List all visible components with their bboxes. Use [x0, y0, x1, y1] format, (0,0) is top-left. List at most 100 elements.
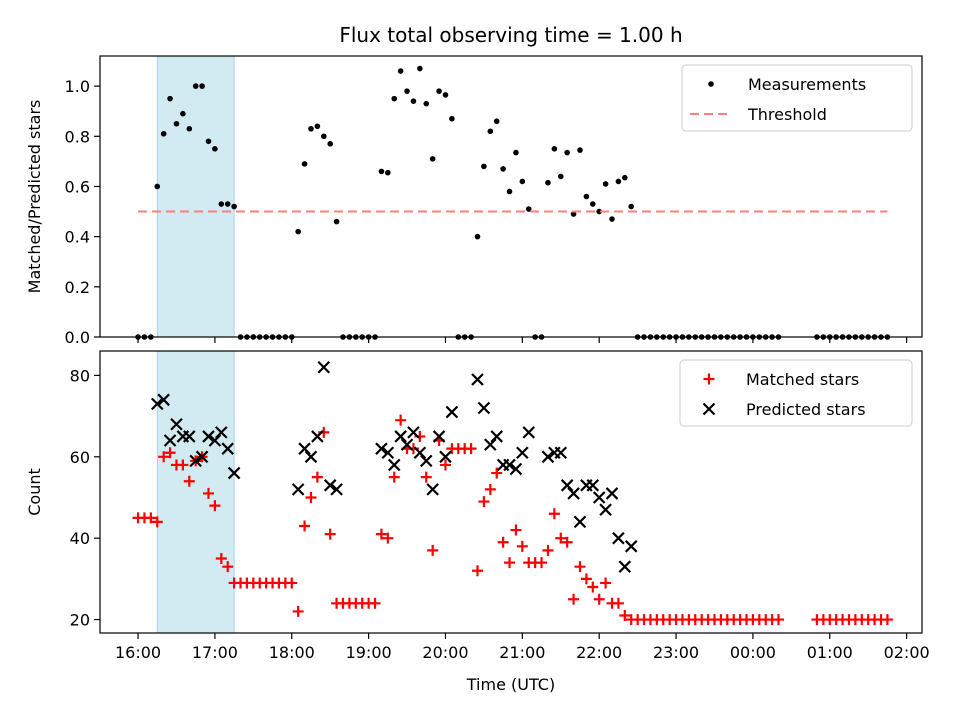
count-point — [324, 528, 336, 540]
count-point — [567, 487, 580, 500]
count-point — [298, 442, 311, 455]
ratio-ylabel: Matched/Predicted stars — [25, 100, 44, 294]
count-point — [555, 532, 567, 544]
ratio-ytick-label: 0.8 — [65, 127, 90, 146]
count-panel: 20 40 60 80 16:00 17:00 18:00 19:00 20:00 21:00 22… — [25, 350, 930, 694]
count-point — [215, 553, 227, 565]
chart-title: Flux total observing time = 1.00 h — [339, 23, 682, 47]
ratio-point — [493, 118, 500, 125]
count-point — [330, 483, 343, 496]
count-point — [445, 405, 459, 419]
ratio-point — [513, 149, 519, 156]
count-point — [311, 430, 324, 443]
count-point — [286, 577, 298, 589]
count-point — [387, 458, 401, 472]
ratio-point — [186, 125, 193, 132]
count-point — [317, 360, 331, 374]
ratio-point — [199, 83, 205, 89]
ratio-shaded-interval — [156, 55, 235, 338]
ratio-point — [609, 216, 615, 222]
count-point — [568, 593, 580, 605]
count-point — [381, 446, 395, 460]
count-point — [548, 508, 560, 520]
ratio-point — [449, 115, 455, 122]
count-point — [305, 491, 317, 503]
ratio-point — [385, 169, 391, 176]
count-point — [592, 491, 606, 504]
count-point — [600, 577, 612, 589]
ratio-point — [154, 183, 161, 190]
count-legend-swatch — [703, 373, 715, 385]
count-point — [419, 454, 433, 468]
count-point — [484, 438, 497, 451]
count-point — [145, 512, 157, 524]
ratio-point — [327, 141, 333, 147]
ratio-point — [423, 100, 430, 107]
ratio-point — [205, 138, 212, 145]
count-point — [163, 434, 177, 447]
count-point — [503, 458, 516, 472]
count-ytick-label: 40 — [70, 529, 90, 548]
count-point — [311, 471, 323, 483]
ratio-point — [378, 168, 385, 175]
count-xtick-label: 21:00 — [499, 643, 545, 662]
count-point — [195, 450, 209, 464]
count-point — [439, 459, 451, 471]
count-xtick-label: 22:00 — [576, 643, 622, 662]
count-point — [323, 479, 337, 492]
count-point — [292, 605, 304, 617]
ratio-point — [397, 68, 404, 74]
ratio-panel: 0.0 0.2 0.4 0.6 0.8 1.0 Matched/Predicted star… — [25, 23, 923, 347]
ratio-point — [577, 147, 583, 153]
ratio-axes-frame — [99, 55, 923, 338]
count-point — [484, 483, 496, 495]
count-point — [490, 430, 503, 443]
count-point — [227, 466, 241, 480]
count-point — [413, 446, 427, 460]
count-xtick-label: 01:00 — [807, 643, 853, 662]
count-axes-frame — [99, 350, 923, 634]
count-point — [189, 454, 202, 468]
ratio-point — [615, 178, 622, 185]
ratio-point — [231, 203, 237, 210]
ratio-point — [589, 201, 596, 207]
count-xtick-label: 02:00 — [884, 643, 930, 662]
count-point — [394, 430, 407, 443]
count-point — [432, 430, 446, 443]
count-point — [574, 561, 586, 573]
count-point — [177, 459, 189, 471]
ratio-point — [564, 149, 570, 156]
count-legend-label: Matched stars — [746, 370, 859, 389]
count-ytick-label: 20 — [70, 611, 90, 630]
ratio-point — [481, 163, 487, 170]
count-point — [369, 597, 381, 609]
count-point — [599, 503, 612, 516]
ratio-legend-label: Measurements — [748, 75, 866, 94]
ratio-point — [622, 174, 628, 181]
count-legend-box — [679, 359, 913, 427]
ratio-point — [410, 98, 417, 104]
count-point — [208, 434, 222, 447]
count-point — [881, 614, 893, 626]
count-point — [612, 597, 624, 609]
ratio-point — [391, 95, 398, 102]
count-point — [395, 414, 407, 426]
count-point — [541, 450, 555, 464]
count-point — [158, 451, 170, 463]
ratio-point — [160, 130, 167, 137]
count-point — [407, 426, 420, 439]
ratio-point — [417, 65, 423, 72]
count-point — [157, 393, 170, 407]
ratio-point — [551, 146, 558, 152]
count-point — [491, 467, 503, 479]
count-point — [465, 443, 477, 455]
ratio-point — [167, 95, 173, 102]
ratio-point — [404, 88, 410, 94]
ratio-point — [570, 211, 577, 217]
ratio-point — [218, 201, 225, 207]
count-point — [478, 496, 490, 508]
count-point — [164, 447, 176, 459]
ratio-ytick-label: 0.0 — [65, 328, 90, 347]
ratio-point — [519, 178, 526, 185]
